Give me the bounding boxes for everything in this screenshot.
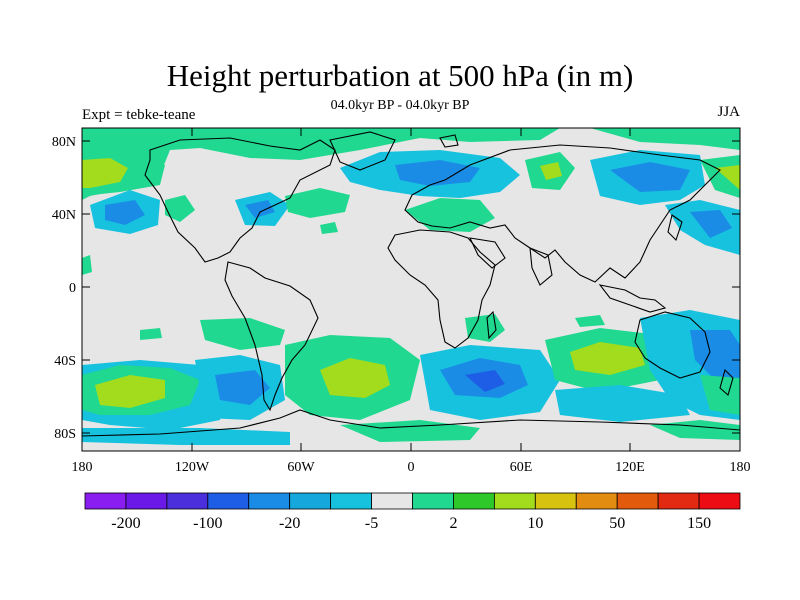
coast-north-america: [144, 137, 336, 263]
colorbar-box-13: [616, 492, 659, 510]
se-indian-negative: [555, 385, 690, 422]
colorbar-box-15: [698, 492, 741, 510]
lat-tick-40n: 40N: [52, 208, 76, 223]
s-atlantic-positive-core: [320, 358, 390, 398]
n-eurasia-negative-core: [395, 160, 480, 186]
chart-title: Height perturbation at 500 hPa (in m): [166, 58, 634, 93]
colorbar-box-7: [371, 492, 413, 510]
contour-field: [82, 128, 740, 445]
ne-positive-outer: [700, 155, 740, 198]
lon-tick-180w: 180: [72, 460, 93, 475]
lat-tick-80s: 80S: [54, 427, 76, 442]
lat-tick-80n: 80N: [52, 135, 76, 150]
coast-antarctica: [82, 409, 740, 437]
colorbar-box-2: [166, 492, 209, 510]
colorbar-box-9: [453, 492, 495, 510]
tropics-positive-east: [575, 315, 605, 327]
colorbar: -200 -100 -20 -5 2 10 50 150: [84, 492, 741, 532]
colorbar-label-5: 10: [527, 515, 543, 532]
coastlines: [82, 131, 740, 437]
europe-positive: [405, 198, 495, 232]
colorbar-label-2: -20: [279, 515, 300, 532]
ne-pacific-negative-core: [690, 210, 732, 238]
tropics-positive-w2: [320, 222, 338, 234]
colorbar-box-11: [534, 492, 577, 510]
colorbar-label-0: -200: [111, 515, 140, 532]
colorbar-box-3: [207, 492, 250, 510]
colorbar-box-1: [125, 492, 168, 510]
tropics-positive-west: [82, 255, 92, 275]
coast-arabia: [469, 237, 506, 269]
colorbar-box-14: [657, 492, 700, 510]
n-atlantic-negative-core: [245, 200, 275, 218]
coast-india: [529, 247, 553, 286]
colorbar-box-8: [412, 492, 454, 510]
colorbar-box-4: [248, 492, 291, 510]
antarctic-positive-band: [340, 420, 480, 442]
coast-south-america: [224, 261, 319, 412]
axis-ticks: [81, 128, 741, 451]
coast-se-asia: [598, 284, 667, 313]
central-asia-positive-core: [540, 162, 562, 180]
s-pacific-east-positive: [700, 375, 740, 415]
lon-tick-60w: 60W: [287, 460, 315, 475]
n-america-positive: [165, 195, 195, 222]
lon-tick-120w: 120W: [175, 460, 210, 475]
lat-tick-0: 0: [69, 281, 76, 296]
colorbar-label-3: -5: [365, 515, 378, 532]
s-pacific-positive-core: [95, 375, 165, 408]
coast-madagascar: [486, 310, 497, 340]
colorbar-box-5: [289, 492, 332, 510]
colorbar-label-6: 50: [609, 515, 625, 532]
colorbar-box-10: [493, 492, 536, 510]
s-indian-positive-core: [570, 342, 645, 375]
n-pacific-negative-west-core: [105, 200, 145, 225]
colorbar-label-4: 2: [449, 515, 457, 532]
coast-eurasia: [404, 144, 721, 283]
lon-tick-180e: 180: [730, 460, 751, 475]
arctic-positive-west: [82, 128, 560, 200]
coast-japan: [667, 214, 683, 242]
australia-negative-core: [690, 330, 740, 385]
colorbar-box-12: [575, 492, 618, 510]
lon-tick-0: 0: [408, 460, 415, 475]
s-indian-west-negative-deep: [465, 370, 505, 392]
antarctic-negative-band: [82, 428, 290, 445]
colorbar-box-0: [84, 492, 127, 510]
s-pacific-positive-small: [200, 318, 285, 350]
colorbar-label-7: 150: [687, 515, 711, 532]
chart-subtitle: 04.0kyr BP - 04.0kyr BP: [330, 98, 470, 113]
season-label: JJA: [717, 104, 740, 120]
lat-tick-40s: 40S: [54, 354, 76, 369]
lon-tick-120e: 120E: [615, 460, 645, 475]
coast-greenland: [329, 131, 396, 171]
lon-tick-60e: 60E: [510, 460, 533, 475]
ne-positive-core: [715, 165, 740, 190]
coast-new-zealand: [719, 368, 734, 396]
colorbar-box-6: [330, 492, 372, 510]
colorbar-label-1: -100: [193, 515, 222, 532]
coast-africa: [387, 229, 496, 349]
arctic-positive-east: [590, 128, 740, 150]
experiment-label: Expt = tebke-teane: [82, 107, 196, 123]
nw-pacific-positive-core: [82, 158, 128, 188]
s-pacific-negative-mid-core: [215, 370, 270, 405]
n-pacific-negative-core: [610, 162, 690, 192]
n-atlantic-positive: [285, 188, 350, 218]
tropics-positive-s-pacific: [140, 328, 162, 340]
coast-australia: [634, 311, 711, 379]
coast-svalbard: [439, 134, 459, 148]
